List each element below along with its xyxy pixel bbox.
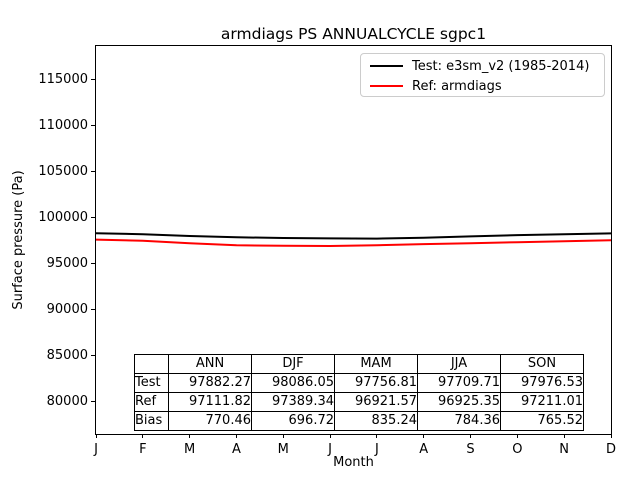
y-tick-label: 110000 [38, 117, 88, 133]
table-header: MAM [334, 354, 418, 374]
y-axis-label: Surface pressure (Pa) [11, 170, 26, 310]
table-cell: 98086.05 [251, 373, 335, 393]
x-tick-label: M [184, 442, 196, 457]
y-tick-mark [91, 216, 95, 218]
table-row-label: Ref [134, 392, 169, 412]
table-cell: 97756.81 [334, 373, 418, 393]
x-tick-mark [423, 434, 425, 438]
plot-area: 80000 85000 90000 95000 100000 105000 110000 11… [38, 45, 616, 456]
x-tick-label: F [139, 442, 147, 457]
x-tick-mark [376, 434, 378, 438]
y-tick-mark [91, 78, 95, 80]
table-cell: 97111.82 [168, 392, 252, 412]
table-header-row: ANN DJF MAM JJA SON [134, 354, 584, 374]
y-tick-mark [91, 124, 95, 126]
x-tick-label: M [277, 442, 289, 457]
y-tick-mark [91, 262, 95, 264]
table-cell: 97709.71 [417, 373, 501, 393]
table-cell: 835.24 [334, 411, 418, 431]
y-tick-mark [91, 308, 95, 310]
x-tick-label: J [374, 442, 379, 457]
table-cell: 96925.35 [417, 392, 501, 412]
x-tick-label: A [232, 442, 241, 457]
table-header: DJF [251, 354, 335, 374]
table-cell: 696.72 [251, 411, 335, 431]
x-tick-mark [235, 434, 237, 438]
table-header: JJA [417, 354, 501, 374]
table-corner-cell [134, 354, 169, 374]
x-tick-mark [95, 434, 97, 438]
legend-label-test: Test: e3sm_v2 (1985-2014) [412, 58, 590, 74]
line-plot [96, 232, 611, 248]
table-cell: 784.36 [417, 411, 501, 431]
y-tick-label: 100000 [38, 209, 88, 225]
chart-title: armdiags PS ANNUALCYCLE sgpc1 [220, 25, 487, 43]
x-tick-label: J [94, 442, 98, 457]
table-row: Test 97882.27 98086.05 97756.81 97709.71… [134, 373, 584, 393]
x-tick-label: S [466, 442, 475, 457]
legend-entry-test: Test: e3sm_v2 (1985-2014) [361, 56, 604, 76]
table-row: Bias 770.46 696.72 835.24 784.36 765.52 [134, 411, 584, 431]
series-line-1 [96, 238, 611, 248]
table-cell: 96921.57 [334, 392, 418, 412]
y-tick-label: 85000 [46, 347, 88, 363]
x-tick-label: A [419, 442, 429, 457]
table-cell: 765.52 [500, 411, 584, 431]
x-tick-label: O [512, 442, 523, 457]
x-tick-mark [610, 434, 612, 438]
legend: Test: e3sm_v2 (1985-2014) Ref: armdiags [360, 53, 605, 97]
table-cell: 97389.34 [251, 392, 335, 412]
y-tick-label: 90000 [46, 301, 88, 317]
y-tick-mark [91, 354, 95, 356]
x-tick-mark [563, 434, 565, 438]
legend-label-ref: Ref: armdiags [412, 78, 502, 94]
x-tick-mark [189, 434, 191, 438]
table-header: ANN [168, 354, 252, 374]
x-tick-mark [329, 434, 331, 438]
x-tick-label: N [559, 442, 570, 457]
y-tick-label: 80000 [46, 393, 88, 409]
y-tick-mark [91, 170, 95, 172]
table-row-label: Test [134, 373, 169, 393]
y-tick-label: 95000 [46, 255, 88, 271]
x-axis-label: Month [333, 455, 374, 470]
y-tick-label: 115000 [38, 71, 88, 87]
table-row: Ref 97111.82 97389.34 96921.57 96925.35 … [134, 392, 584, 412]
x-tick-mark [470, 434, 472, 438]
test-line-swatch [370, 65, 403, 67]
x-tick-mark [142, 434, 144, 438]
series-line-0 [96, 232, 611, 240]
y-tick-mark [91, 400, 95, 402]
table-cell: 770.46 [168, 411, 252, 431]
table-header: SON [500, 354, 584, 374]
table-row-label: Bias [134, 411, 169, 431]
legend-entry-ref: Ref: armdiags [361, 76, 604, 96]
x-tick-mark [516, 434, 518, 438]
table-cell: 97211.01 [500, 392, 584, 412]
x-tick-mark [282, 434, 284, 438]
x-tick-label: D [605, 442, 616, 457]
stats-table: ANN DJF MAM JJA SON Test 97882.27 98086.… [134, 354, 584, 431]
y-tick-label: 105000 [38, 163, 88, 179]
x-tick-label: J [328, 442, 332, 457]
table-cell: 97882.27 [168, 373, 252, 393]
ref-line-swatch [370, 85, 403, 87]
table-cell: 97976.53 [500, 373, 584, 393]
